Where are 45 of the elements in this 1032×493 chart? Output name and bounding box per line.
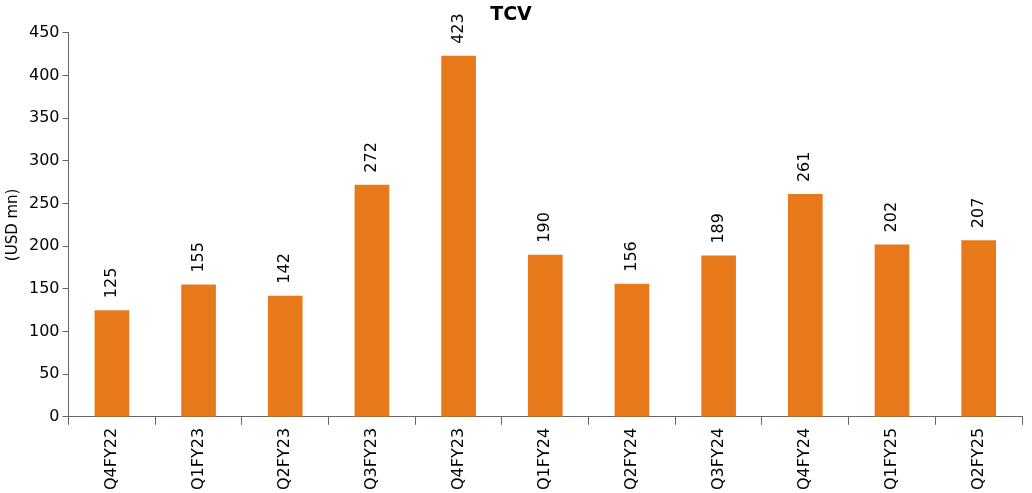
data-label: 272 [361, 142, 381, 173]
y-tick-label: 50 [39, 363, 60, 383]
x-tick-label: Q4FY24 [794, 427, 814, 490]
bar [94, 310, 130, 417]
data-label: 202 [881, 201, 901, 233]
bar [527, 254, 563, 417]
y-tick-label: 100 [28, 320, 60, 340]
chart-title: TCV [490, 2, 533, 25]
x-tick-label: Q4FY22 [101, 427, 121, 490]
bar [441, 55, 476, 417]
data-label: 190 [534, 212, 554, 243]
bar [354, 184, 390, 417]
bar [614, 283, 650, 417]
data-label: 423 [447, 13, 467, 44]
x-tick-label: Q1FY23 [187, 427, 207, 490]
y-tick-label: 200 [28, 235, 60, 255]
x-tick-label: Q2FY23 [274, 427, 294, 490]
data-label: 142 [274, 253, 294, 284]
y-tick-label: 350 [28, 107, 60, 127]
y-tick-label: 400 [28, 64, 60, 84]
bar [181, 284, 216, 417]
data-label: 261 [794, 151, 814, 183]
bar [787, 194, 823, 417]
y-tick-label: 300 [28, 149, 60, 169]
y-axis-title: (USD mn) [2, 188, 21, 262]
data-label: 125 [101, 267, 121, 299]
y-tick-label: 450 [28, 21, 60, 41]
x-tick-label: Q4FY23 [447, 427, 467, 490]
data-label: 155 [187, 242, 207, 273]
bar [874, 244, 910, 417]
x-tick-label: Q3FY24 [707, 427, 727, 490]
bar [961, 240, 996, 417]
y-tick-label: 150 [28, 278, 60, 298]
data-label: 156 [621, 241, 641, 272]
y-tick-label: 0 [49, 406, 60, 426]
bar [701, 255, 736, 417]
bar [267, 295, 303, 417]
x-tick-label: Q1FY24 [534, 427, 554, 490]
x-tick-label: Q1FY25 [881, 427, 901, 490]
data-label: 207 [967, 197, 987, 229]
data-label: 189 [707, 213, 727, 244]
x-tick-label: Q3FY23 [361, 427, 381, 490]
x-tick-label: Q2FY25 [967, 427, 987, 490]
x-tick-label: Q2FY24 [621, 427, 641, 490]
y-tick-label: 250 [28, 192, 60, 212]
